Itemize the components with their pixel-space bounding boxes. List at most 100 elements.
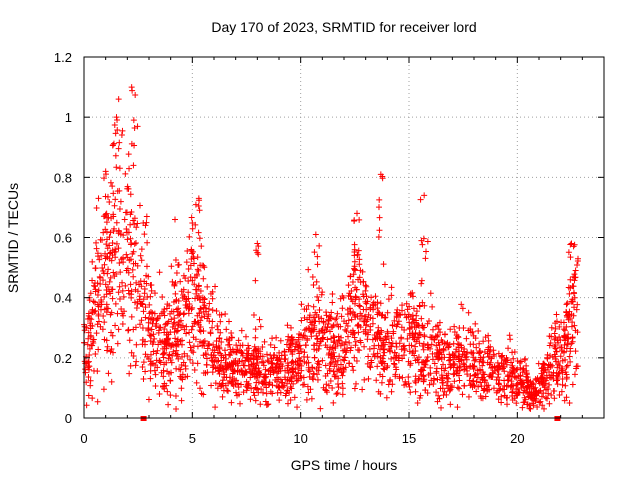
data-point (255, 243, 262, 250)
data-point (287, 324, 294, 331)
data-point (557, 353, 564, 360)
data-point (87, 382, 94, 389)
data-point (541, 405, 548, 412)
data-point (134, 123, 141, 130)
data-point (127, 281, 134, 288)
data-point (124, 185, 131, 192)
data-point (307, 319, 314, 326)
data-point (116, 165, 123, 172)
data-point (443, 341, 450, 348)
data-point (436, 346, 443, 353)
data-point (250, 389, 257, 396)
data-point (420, 346, 427, 353)
data-point (403, 314, 410, 321)
data-point (162, 321, 169, 328)
data-point (243, 369, 250, 376)
data-point (140, 308, 147, 315)
data-point (186, 339, 193, 346)
data-point (208, 351, 215, 358)
data-point (93, 239, 100, 246)
data-point (156, 337, 163, 344)
data-point (182, 362, 189, 369)
data-point (142, 304, 149, 311)
data-point (172, 256, 179, 263)
data-point (147, 337, 154, 344)
data-point (278, 352, 285, 359)
y-axis-label: SRMTID / TECUs (5, 183, 21, 293)
y-tick-label: 1 (65, 110, 72, 125)
data-point (352, 342, 359, 349)
data-point (436, 395, 443, 402)
data-point (548, 324, 555, 331)
data-point (199, 262, 206, 269)
data-point (344, 323, 351, 330)
data-point (216, 364, 223, 371)
data-point (400, 352, 407, 359)
data-point-peak (421, 192, 428, 199)
data-point (450, 371, 457, 378)
data-point (367, 306, 374, 313)
data-point (564, 300, 571, 307)
data-point (95, 287, 102, 294)
data-point (496, 387, 503, 394)
data-point (310, 370, 317, 377)
data-point (434, 376, 441, 383)
data-point (183, 323, 190, 330)
data-point (330, 322, 337, 329)
data-point (349, 363, 356, 370)
data-point (115, 230, 122, 237)
data-point (356, 261, 363, 268)
data-point (165, 355, 172, 362)
data-point (569, 298, 576, 305)
data-point (546, 381, 553, 388)
data-point (115, 289, 122, 296)
data-point (544, 355, 551, 362)
data-point (328, 359, 335, 366)
data-point (391, 317, 398, 324)
data-point (94, 280, 101, 287)
data-point (445, 385, 452, 392)
data-point (433, 342, 440, 349)
data-point (257, 401, 264, 408)
data-point (342, 354, 349, 361)
data-point (464, 349, 471, 356)
data-point (116, 283, 123, 290)
data-point (511, 368, 518, 375)
data-point (96, 301, 103, 308)
data-point (434, 322, 441, 329)
data-point (419, 343, 426, 350)
data-point (432, 333, 439, 340)
data-point (298, 362, 305, 369)
data-point (130, 352, 137, 359)
data-point (238, 327, 245, 334)
data-point (86, 363, 93, 370)
data-point (271, 344, 278, 351)
data-point (194, 266, 201, 273)
data-point (173, 270, 180, 277)
data-point (276, 349, 283, 356)
data-point (335, 375, 342, 382)
data-point (437, 385, 444, 392)
data-point (451, 323, 458, 330)
data-point (211, 359, 218, 366)
data-point (119, 127, 126, 134)
data-point (453, 367, 460, 374)
data-point (470, 341, 477, 348)
data-point (446, 351, 453, 358)
data-point (374, 363, 381, 370)
data-point (451, 360, 458, 367)
data-point (160, 354, 167, 361)
data-point (277, 389, 284, 396)
data-point (109, 239, 116, 246)
data-point (235, 391, 242, 398)
data-point (336, 337, 343, 344)
data-point (179, 295, 186, 302)
data-point (381, 281, 388, 288)
data-point (303, 396, 310, 403)
data-point (323, 381, 330, 388)
data-point (465, 393, 472, 400)
data-point (471, 372, 478, 379)
data-point (150, 339, 157, 346)
data-point (223, 326, 230, 333)
data-point (233, 349, 240, 356)
